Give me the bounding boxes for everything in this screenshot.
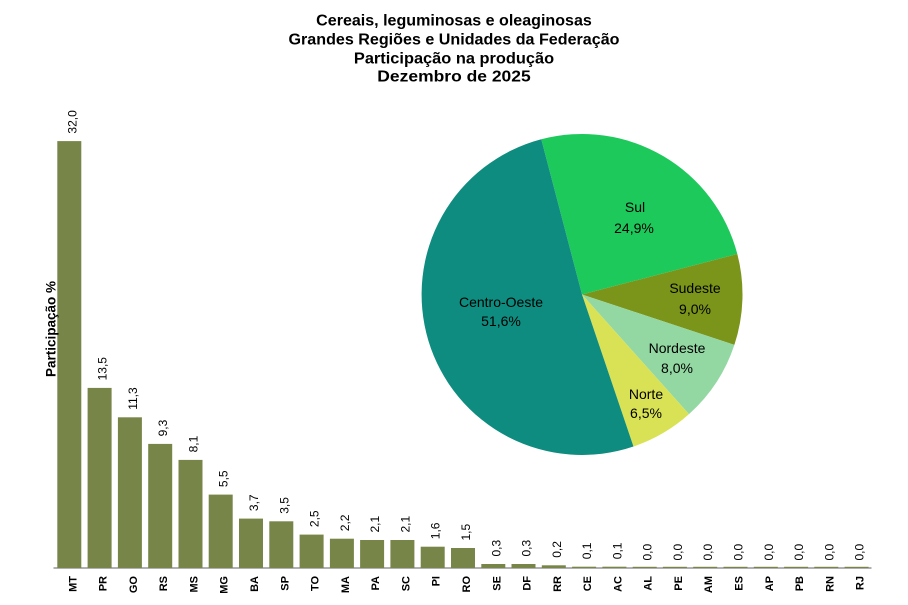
svg-text:TO: TO [310,576,322,592]
svg-text:MT: MT [67,576,79,592]
svg-text:0,3: 0,3 [489,539,503,556]
svg-text:Cereais, leguminosas e oleagin: Cereais, leguminosas e oleaginosas [316,12,592,29]
svg-text:AC: AC [612,576,624,592]
svg-text:0,0: 0,0 [641,543,655,560]
svg-text:13,5: 13,5 [96,357,110,381]
svg-text:Norte: Norte [629,386,663,402]
svg-text:6,5%: 6,5% [630,405,662,421]
svg-text:GO: GO [128,576,140,594]
svg-text:24,9%: 24,9% [614,220,654,236]
svg-text:RN: RN [824,576,836,592]
svg-text:51,6%: 51,6% [481,313,521,329]
svg-text:SE: SE [491,576,503,591]
svg-text:AM: AM [703,576,715,593]
svg-text:MG: MG [219,576,231,594]
svg-text:3,7: 3,7 [247,494,261,511]
svg-text:2,1: 2,1 [398,515,412,532]
svg-text:0,0: 0,0 [701,543,715,560]
svg-text:RR: RR [552,576,564,592]
svg-text:RS: RS [158,576,170,591]
svg-text:BA: BA [249,576,261,592]
svg-text:9,3: 9,3 [156,419,170,436]
svg-text:PA: PA [370,576,382,591]
svg-text:0,0: 0,0 [732,543,746,560]
svg-text:Centro-Oeste: Centro-Oeste [459,294,543,310]
svg-text:8,1: 8,1 [187,435,201,452]
svg-text:2,2: 2,2 [338,514,352,531]
svg-text:8,0%: 8,0% [661,360,693,376]
svg-text:0,1: 0,1 [580,542,594,559]
svg-text:PB: PB [794,576,806,591]
svg-text:32,0: 32,0 [65,110,79,134]
svg-text:0,2: 0,2 [550,541,564,558]
svg-text:ES: ES [734,576,746,591]
svg-text:11,3: 11,3 [126,387,140,410]
svg-text:SP: SP [279,576,291,591]
svg-text:MA: MA [340,576,352,593]
svg-text:0,0: 0,0 [792,543,806,560]
svg-text:AP: AP [764,576,776,591]
svg-text:0,0: 0,0 [853,543,867,560]
svg-text:RJ: RJ [855,576,867,590]
svg-text:PE: PE [673,576,685,591]
svg-text:0,0: 0,0 [822,543,836,560]
svg-text:CE: CE [582,576,594,591]
svg-text:SC: SC [400,576,412,591]
svg-text:0,0: 0,0 [762,543,776,560]
svg-text:1,5: 1,5 [459,523,473,540]
svg-text:Participação %: Participação % [44,281,59,377]
svg-text:3,5: 3,5 [277,497,291,514]
svg-text:Nordeste: Nordeste [649,340,706,356]
svg-text:0,1: 0,1 [610,542,624,559]
svg-text:Grandes Regiões e Unidades da: Grandes Regiões e Unidades da Federação [289,31,620,48]
svg-text:9,0%: 9,0% [679,301,711,317]
svg-text:RO: RO [461,576,473,593]
svg-text:Participação na produção: Participação na produção [354,51,554,68]
svg-text:MS: MS [189,576,201,593]
svg-text:PR: PR [98,576,110,591]
svg-text:0,3: 0,3 [520,539,534,556]
svg-text:Sudeste: Sudeste [669,280,721,296]
svg-text:1,6: 1,6 [429,522,443,539]
svg-text:2,5: 2,5 [308,510,322,527]
svg-text:Dezembro de 2025: Dezembro de 2025 [377,68,531,85]
svg-text:5,5: 5,5 [217,470,231,487]
svg-text:PI: PI [431,576,443,586]
svg-text:2,1: 2,1 [368,515,382,532]
svg-text:AL: AL [643,576,655,591]
svg-text:0,0: 0,0 [671,543,685,560]
svg-text:Sul: Sul [625,199,645,215]
svg-text:DF: DF [522,576,534,591]
